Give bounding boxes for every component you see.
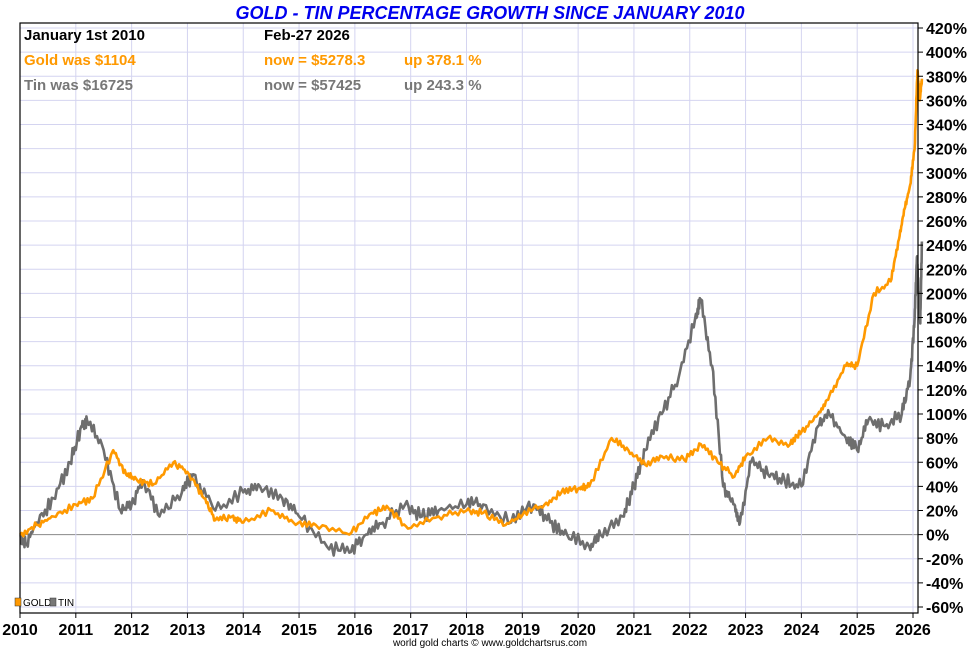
legend-swatch-tin [49, 597, 57, 607]
x-tick-label: 2014 [225, 622, 261, 639]
footer-credit: world gold charts © www.goldchartsrus.co… [392, 638, 587, 649]
y-tick-label: 320% [926, 142, 967, 159]
x-tick-label: 2018 [449, 622, 485, 639]
y-tick-label: 80% [926, 431, 958, 448]
tin-was-label: Tin was $16725 [24, 77, 133, 94]
y-tick-label: 140% [926, 359, 967, 376]
legend-label-tin: TIN [58, 598, 74, 609]
series-lines [19, 68, 924, 557]
y-tick-label: 280% [926, 190, 967, 207]
x-tick-label: 2019 [505, 622, 541, 639]
end-date-label: Feb-27 2026 [264, 27, 350, 44]
legend: GOLD TIN [14, 597, 74, 609]
gold-up-label: up 378.1 % [404, 52, 482, 69]
gold-now-label: now = $5278.3 [264, 52, 365, 69]
x-tick-label: 2022 [672, 622, 708, 639]
y-tick-label: 360% [926, 93, 967, 110]
y-tick-label: -20% [926, 552, 963, 569]
legend-label-gold: GOLD [23, 598, 51, 609]
x-tick-label: 2013 [170, 622, 206, 639]
y-tick-label: 120% [926, 383, 967, 400]
x-tick-label: 2026 [895, 622, 931, 639]
legend-swatch-gold [14, 597, 22, 607]
y-tick-label: 20% [926, 504, 958, 521]
y-tick-label: 180% [926, 311, 967, 328]
x-tick-label: 2017 [393, 622, 429, 639]
y-tick-label: -60% [926, 600, 963, 617]
x-tick-label: 2024 [784, 622, 820, 639]
y-tick-label: 420% [926, 21, 967, 38]
y-tick-label: 300% [926, 166, 967, 183]
x-tick-label: 2012 [114, 622, 150, 639]
x-tick-label: 2015 [281, 622, 317, 639]
tin-now-label: now = $57425 [264, 77, 361, 94]
y-tick-label: 100% [926, 407, 967, 424]
x-tick-label: 2020 [560, 622, 596, 639]
y-tick-label: 40% [926, 479, 958, 496]
y-tick-label: 260% [926, 214, 967, 231]
y-tick-label: -40% [926, 576, 963, 593]
series-line-tin [19, 241, 924, 557]
gold-was-label: Gold was $1104 [24, 52, 136, 69]
x-tick-label: 2025 [839, 622, 875, 639]
tin-up-label: up 243.3 % [404, 77, 482, 94]
y-tick-label: 200% [926, 286, 967, 303]
y-tick-label: 340% [926, 118, 967, 135]
y-tick-label: 400% [926, 45, 967, 62]
y-tick-label: 220% [926, 262, 967, 279]
x-tick-label: 2023 [728, 622, 764, 639]
x-tick-label: 2011 [58, 622, 93, 639]
start-date-label: January 1st 2010 [24, 27, 145, 44]
y-tick-label: 380% [926, 69, 967, 86]
y-tick-label: 0% [926, 528, 949, 545]
x-tick-label: 2021 [616, 622, 652, 639]
x-tick-label: 2010 [2, 622, 38, 639]
x-tick-label: 2016 [337, 622, 373, 639]
y-tick-label: 60% [926, 455, 958, 472]
y-tick-label: 160% [926, 335, 967, 352]
chart-title: GOLD - TIN PERCENTAGE GROWTH SINCE JANUA… [235, 3, 744, 23]
y-tick-label: 240% [926, 238, 967, 255]
series-line-gold [19, 68, 924, 538]
